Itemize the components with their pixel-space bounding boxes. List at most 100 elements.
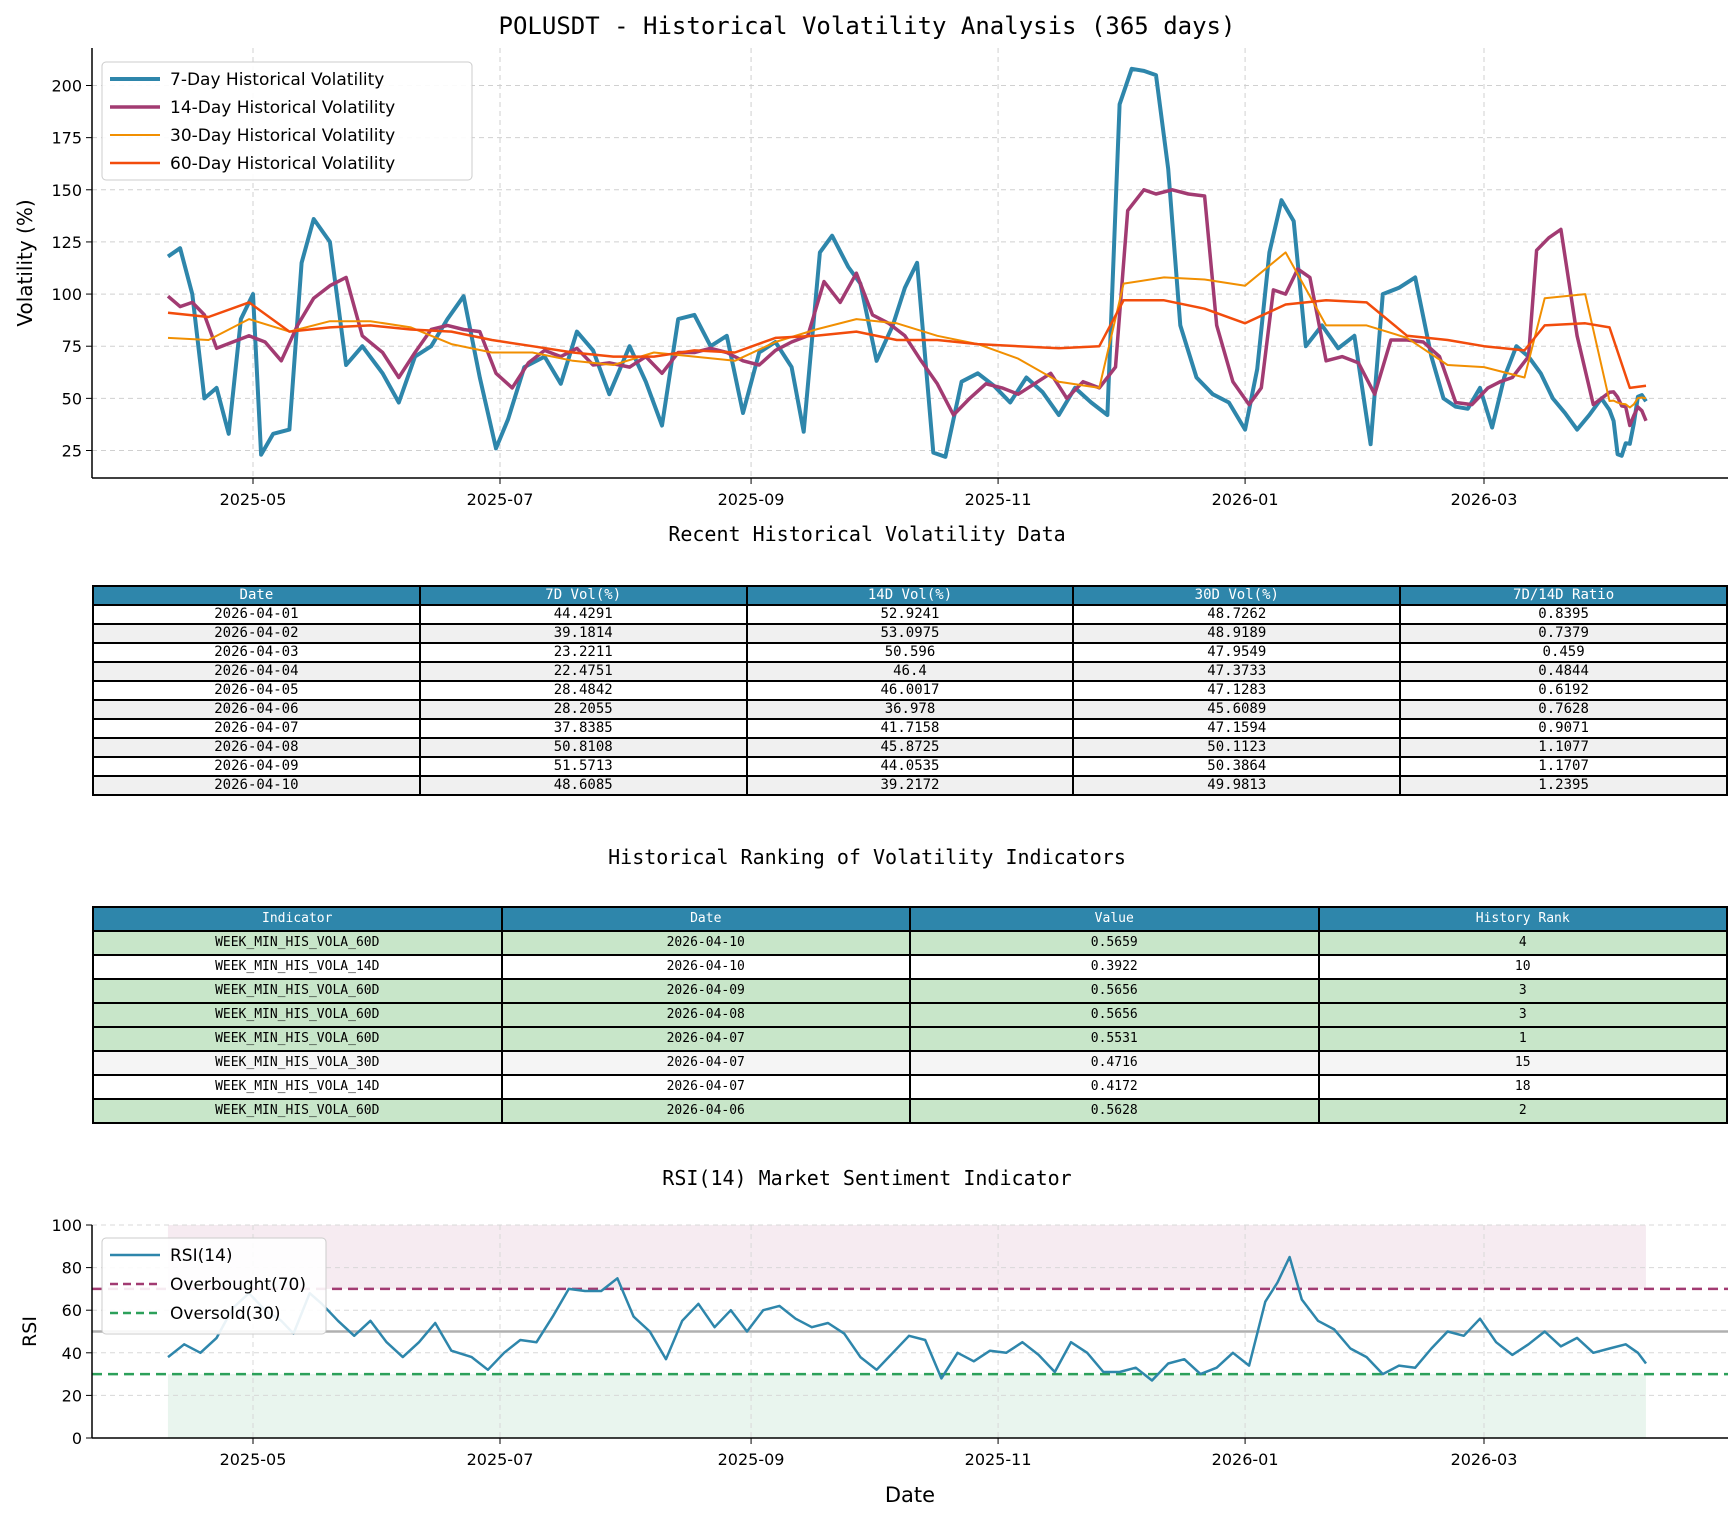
table-row: 2026-04-04 22.4751 46.4 47.3733 0.4844 [92, 661, 1728, 682]
table-cell: 46.4 [745, 661, 1075, 682]
x-tick-label: 2026-01 [1212, 490, 1279, 509]
table-cell: 2026-04-02 [92, 623, 421, 644]
table-cell: 47.1283 [1072, 680, 1402, 701]
oversold-zone [167, 1374, 1646, 1438]
recent-volatility-table: Date 7D Vol(%) 14D Vol(%) 30D Vol(%) 7D/14D … [92, 585, 1728, 796]
table-cell: 0.5659 [909, 930, 1320, 956]
table-cell: 1 [1317, 1026, 1728, 1052]
table-cell: 49.9813 [1072, 775, 1402, 796]
table1-title: Recent Historical Volatility Data [668, 522, 1066, 546]
table-cell: WEEK_MIN_HIS_VOLA_60D [92, 978, 503, 1004]
table-cell: 50.1123 [1072, 737, 1402, 758]
table-cell: 2026-04-03 [92, 642, 421, 663]
page-title: POLUSDT - Historical Volatility Analysis… [498, 12, 1236, 40]
table-cell: 0.459 [1399, 642, 1728, 663]
table-cell: 0.7379 [1399, 623, 1728, 644]
table-cell: 0.4716 [909, 1050, 1320, 1076]
x-tick-label: 2025-05 [220, 1450, 287, 1469]
y-tick-label: 25 [62, 442, 82, 461]
table-cell: WEEK_MIN_HIS_VOLA_14D [92, 1074, 503, 1100]
table-row: WEEK_MIN_HIS_VOLA_60D 2026-04-07 0.5531 1 [92, 1026, 1728, 1052]
table-cell: 10 [1317, 954, 1728, 980]
y-tick-label: 0 [72, 1429, 82, 1448]
table-row: 2026-04-02 39.1814 53.0975 48.9189 0.7379 [92, 623, 1728, 644]
t1-header-cell: 7D/14D Ratio [1399, 585, 1728, 606]
x-tick-label: 2025-07 [467, 1450, 534, 1469]
table-cell: 18 [1317, 1074, 1728, 1100]
table-cell: 37.8385 [418, 718, 748, 739]
table-cell: WEEK_MIN_HIS_VOLA_60D [92, 1002, 503, 1028]
x-tick-label: 2025-07 [467, 490, 534, 509]
table-row: 2026-04-07 37.8385 41.7158 47.1594 0.9071 [92, 718, 1728, 739]
x-tick-label: 2026-01 [1212, 1450, 1279, 1469]
table-cell: 2026-04-07 [500, 1050, 911, 1076]
table-cell: 2026-04-05 [92, 680, 421, 701]
table-row: WEEK_MIN_HIS_VOLA_30D 2026-04-07 0.4716 15 [92, 1050, 1728, 1076]
table-cell: 36.978 [745, 699, 1075, 720]
y-tick-label: 150 [51, 181, 82, 200]
table-cell: 2 [1317, 1098, 1728, 1124]
table-cell: 2026-04-08 [500, 1002, 911, 1028]
table-cell: 39.1814 [418, 623, 748, 644]
table-cell: 28.4842 [418, 680, 748, 701]
table-cell: 0.5656 [909, 978, 1320, 1004]
t1-header-cell: 30D Vol(%) [1072, 585, 1402, 606]
table-cell: WEEK_MIN_HIS_VOLA_60D [92, 1098, 503, 1124]
table-cell: 0.7628 [1399, 699, 1728, 720]
rsi-title: RSI(14) Market Sentiment Indicator [662, 1166, 1072, 1190]
y-tick-label: 20 [62, 1386, 82, 1405]
table-cell: 47.1594 [1072, 718, 1402, 739]
table-cell: WEEK_MIN_HIS_VOLA_30D [92, 1050, 503, 1076]
t1-header-cell: Date [92, 585, 421, 606]
table-cell: 28.2055 [418, 699, 748, 720]
table-row: 2026-04-06 28.2055 36.978 45.6089 0.7628 [92, 699, 1728, 720]
table-cell: 3 [1317, 978, 1728, 1004]
table2-title: Historical Ranking of Volatility Indicat… [608, 845, 1126, 869]
table-row: WEEK_MIN_HIS_VOLA_60D 2026-04-06 0.5628 2 [92, 1098, 1728, 1124]
legend-label: Overbought(70) [170, 1275, 306, 1295]
table-cell: 39.2172 [745, 775, 1075, 796]
table-cell: 2026-04-06 [500, 1098, 911, 1124]
table-row: 2026-04-05 28.4842 46.0017 47.1283 0.6192 [92, 680, 1728, 701]
y-tick-label: 75 [62, 337, 82, 356]
table-cell: 2026-04-07 [92, 718, 421, 739]
x-tick-label: 2025-11 [965, 490, 1032, 509]
t2-header-cell: History Rank [1317, 906, 1728, 932]
y-tick-label: 100 [51, 285, 82, 304]
table-cell: 45.8725 [745, 737, 1075, 758]
table-cell: 47.3733 [1072, 661, 1402, 682]
table-cell: 0.5531 [909, 1026, 1320, 1052]
legend-label: 60-Day Historical Volatility [170, 154, 395, 174]
legend-label: 14-Day Historical Volatility [170, 98, 395, 118]
table-row: WEEK_MIN_HIS_VOLA_14D 2026-04-10 0.3922 10 [92, 954, 1728, 980]
y-tick-label: 100 [51, 1216, 82, 1235]
table-cell: 48.7262 [1072, 604, 1402, 625]
x-tick-label: 2025-09 [718, 1450, 785, 1469]
t2-header-cell: Value [909, 906, 1320, 932]
table-cell: 0.5628 [909, 1098, 1320, 1124]
y-axis-label: Volatility (%) [13, 199, 37, 326]
table-row: 2026-04-10 48.6085 39.2172 49.9813 1.2395 [92, 775, 1728, 796]
x-tick-label: 2025-05 [220, 490, 287, 509]
y-tick-label: 40 [62, 1344, 82, 1363]
table-cell: WEEK_MIN_HIS_VOLA_60D [92, 1026, 503, 1052]
t1-header-cell: 7D Vol(%) [418, 585, 748, 606]
x-tick-label: 2026-03 [1451, 490, 1518, 509]
table-row: 2026-04-09 51.5713 44.0535 50.3864 1.1707 [92, 756, 1728, 777]
x-tick-label: 2026-03 [1451, 1450, 1518, 1469]
table-cell: 22.4751 [418, 661, 748, 682]
x-axis-label: Date [885, 1483, 935, 1507]
y-tick-label: 50 [62, 389, 82, 408]
table-cell: 0.3922 [909, 954, 1320, 980]
table-row: 2026-04-08 50.8108 45.8725 50.1123 1.1077 [92, 737, 1728, 758]
legend-label: RSI(14) [170, 1246, 233, 1266]
table-row: WEEK_MIN_HIS_VOLA_60D 2026-04-08 0.5656 3 [92, 1002, 1728, 1028]
table-cell: 4 [1317, 930, 1728, 956]
table-row: 2026-04-03 23.2211 50.596 47.9549 0.459 [92, 642, 1728, 663]
table-cell: 53.0975 [745, 623, 1075, 644]
table-cell: 0.6192 [1399, 680, 1728, 701]
table-cell: 46.0017 [745, 680, 1075, 701]
y-tick-label: 60 [62, 1301, 82, 1320]
t2-header-cell: Indicator [92, 906, 503, 932]
